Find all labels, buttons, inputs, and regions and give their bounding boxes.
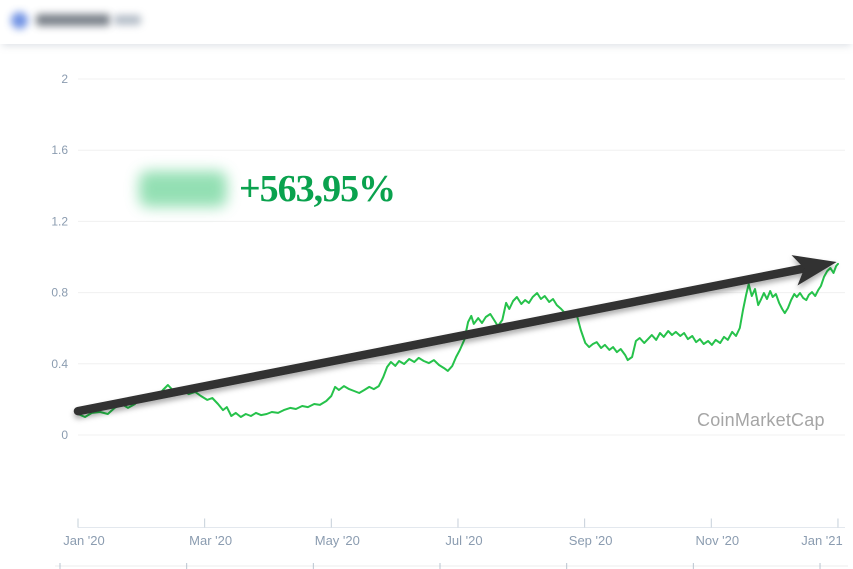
- app-header: [0, 0, 853, 44]
- gain-overlay: +563,95%: [139, 166, 396, 212]
- y-tick-label: 1.2: [51, 214, 68, 228]
- y-tick-label: 0.4: [51, 357, 68, 371]
- price-chart[interactable]: 0 0.4 0.8 1.2 1.6 2 Jan '20 Mar '20 May '20 Jul '…: [0, 44, 853, 569]
- trend-arrow-shaft: [73, 263, 812, 416]
- x-tick-label: Mar '20: [189, 533, 232, 548]
- x-tick-label: May '20: [315, 533, 360, 548]
- y-tick-label: 1.6: [51, 143, 68, 157]
- x-tick-label: Jan '21: [801, 533, 843, 548]
- coinmarketcap-watermark: CoinMarketCap: [697, 410, 825, 430]
- x-tick-label: Jan '20: [63, 533, 105, 548]
- price-line: [77, 262, 839, 418]
- gain-percent-text: +563,95%: [239, 168, 396, 210]
- trend-arrow: [73, 255, 837, 416]
- gain-coin-name-blurred: [139, 171, 227, 207]
- coin-logo-icon: [11, 12, 28, 29]
- coin-name-blurred: [36, 14, 110, 26]
- y-tick-label: 0: [61, 428, 68, 442]
- x-tick-label: Nov '20: [695, 533, 739, 548]
- y-tick-label: 2: [61, 72, 68, 86]
- x-tick-label: Jul '20: [445, 533, 482, 548]
- trend-arrow-head: [791, 255, 837, 286]
- x-tick-label: Sep '20: [569, 533, 613, 548]
- coin-ticker-blurred: [114, 15, 141, 25]
- y-tick-label: 0.8: [51, 286, 68, 300]
